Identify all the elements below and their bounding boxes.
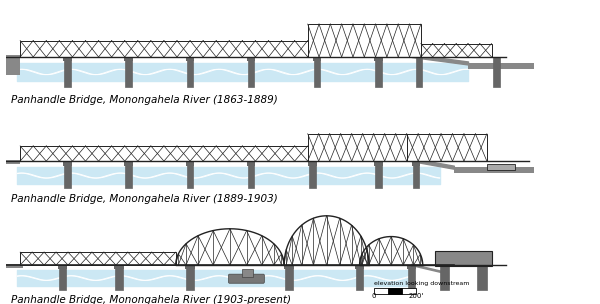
Bar (407, 265, 415, 290)
Bar (407, 265, 416, 269)
Bar (185, 161, 194, 166)
Text: 200': 200' (409, 292, 424, 299)
Text: Panhandle Bridge, Monongahela River (1863-1889): Panhandle Bridge, Monongahela River (186… (11, 95, 277, 105)
Bar (6, 160, 20, 164)
Bar (375, 57, 382, 87)
Bar (20, 40, 308, 57)
Bar (478, 265, 487, 290)
Bar (185, 265, 194, 269)
Bar (374, 288, 416, 294)
Bar (247, 161, 256, 166)
Bar (20, 252, 176, 265)
Bar (355, 265, 364, 269)
Bar (59, 265, 67, 290)
Text: Panhandle Bridge, Monongahela River (1889-1903): Panhandle Bridge, Monongahela River (188… (11, 194, 277, 204)
Bar (407, 134, 487, 161)
Bar (187, 161, 193, 188)
Text: Panhandle Bridge, Monongahela River (1903-present): Panhandle Bridge, Monongahela River (190… (11, 295, 291, 304)
Bar (308, 24, 421, 57)
Bar (309, 161, 316, 188)
Bar (468, 63, 534, 69)
Bar (187, 57, 193, 87)
Bar (247, 57, 256, 61)
Bar (308, 134, 407, 161)
Bar (115, 265, 123, 290)
Bar (285, 265, 293, 290)
Bar (115, 265, 124, 269)
Bar (435, 251, 491, 266)
Bar (63, 161, 71, 166)
Bar (440, 265, 449, 290)
Bar (124, 161, 133, 166)
Bar (421, 43, 491, 57)
Bar (6, 56, 20, 60)
Bar (412, 161, 421, 166)
Bar (487, 164, 515, 170)
Bar (242, 269, 253, 277)
Bar (20, 146, 308, 161)
Bar (186, 265, 194, 290)
Text: 0: 0 (371, 292, 376, 299)
Bar (314, 57, 320, 87)
Bar (63, 57, 71, 61)
Bar (308, 161, 317, 166)
Bar (125, 161, 132, 188)
Bar (375, 161, 382, 188)
Bar (64, 161, 71, 188)
Bar (124, 57, 133, 61)
Bar (374, 161, 383, 166)
Bar (185, 57, 194, 61)
Bar (58, 265, 67, 269)
Bar (284, 265, 293, 269)
Bar (125, 57, 132, 87)
Bar (416, 57, 422, 87)
Bar (356, 265, 364, 290)
Bar (64, 57, 71, 87)
Bar (248, 161, 254, 188)
Bar (493, 57, 500, 87)
Bar (374, 57, 383, 61)
Bar (388, 288, 402, 294)
Bar (413, 161, 419, 188)
Bar (6, 264, 23, 268)
FancyBboxPatch shape (229, 274, 265, 283)
Text: elevation looking downstream: elevation looking downstream (374, 281, 469, 285)
Bar (313, 57, 322, 61)
Bar (454, 167, 534, 173)
Polygon shape (6, 60, 20, 75)
Bar (248, 57, 254, 87)
